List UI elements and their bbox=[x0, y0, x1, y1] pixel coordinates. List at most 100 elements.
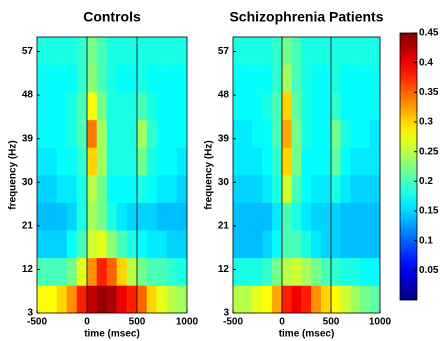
heatmap-cell bbox=[106, 285, 118, 314]
heatmap-cell bbox=[350, 147, 361, 176]
heatmap-cell bbox=[360, 229, 371, 259]
heatmap-cell bbox=[126, 285, 138, 314]
heatmap-cell bbox=[252, 91, 263, 121]
heatmap-cell bbox=[262, 229, 273, 259]
heatmap-cell bbox=[232, 36, 244, 65]
heatmap-cell bbox=[301, 202, 312, 231]
heatmap-cell bbox=[176, 91, 188, 121]
heatmap-cell bbox=[66, 257, 78, 286]
heatmap-cell bbox=[76, 285, 88, 314]
heatmap-cell bbox=[136, 36, 148, 65]
heatmap-cell bbox=[46, 64, 58, 93]
heatmap-cell bbox=[96, 174, 108, 203]
heatmap-cell bbox=[106, 229, 118, 259]
heatmap-cell bbox=[76, 64, 88, 93]
heatmap-cell bbox=[242, 91, 253, 121]
heatmap-cell bbox=[311, 147, 322, 176]
heatmap-cell bbox=[136, 202, 148, 231]
heatmap-cell bbox=[311, 257, 322, 286]
heatmap-cell bbox=[252, 202, 263, 231]
heatmap-cell bbox=[271, 202, 283, 231]
x-tick-label: 0 bbox=[84, 317, 90, 328]
y-tick-label: 3 bbox=[27, 308, 33, 319]
heatmap-cell bbox=[281, 257, 293, 286]
heatmap-cell bbox=[350, 119, 361, 148]
heatmap-cell bbox=[340, 174, 351, 203]
heatmap-cell bbox=[271, 285, 283, 314]
heatmap-cell bbox=[156, 202, 168, 231]
heatmap-cell bbox=[271, 257, 283, 286]
heatmap-cell bbox=[301, 91, 312, 121]
heatmap-cell bbox=[126, 119, 138, 148]
x-tick-label: -500 bbox=[223, 317, 243, 328]
colorbar-tick-label: 0.25 bbox=[419, 146, 439, 157]
heatmap-cell bbox=[116, 202, 128, 231]
heatmap-cell bbox=[176, 285, 188, 314]
heatmap-cell bbox=[36, 147, 48, 176]
heatmap-cell bbox=[262, 91, 273, 121]
chart-title: Controls bbox=[83, 9, 141, 25]
heatmap-cell bbox=[66, 147, 78, 176]
heatmap-cell bbox=[340, 202, 351, 231]
heatmap-cell bbox=[156, 285, 168, 314]
heatmap-cell bbox=[291, 91, 302, 121]
heatmap-cell bbox=[301, 36, 312, 65]
heatmap-cell bbox=[176, 36, 188, 65]
heatmap-cell bbox=[176, 257, 188, 286]
heatmap-cell bbox=[330, 174, 342, 203]
heatmap-cell bbox=[281, 202, 293, 231]
heatmap-cell bbox=[242, 147, 253, 176]
heatmap-cell bbox=[350, 257, 361, 286]
heatmap-cell bbox=[262, 64, 273, 93]
heatmap-cell bbox=[232, 202, 244, 231]
heatmap-cell bbox=[232, 229, 244, 259]
colorbar-tick-label: 0.3 bbox=[419, 117, 433, 128]
heatmap-cell bbox=[116, 119, 128, 148]
heatmap-cell bbox=[106, 202, 118, 231]
y-axis-label: frequency (Hz) bbox=[204, 140, 215, 209]
heatmap-cell bbox=[166, 229, 178, 259]
heatmap-cell bbox=[252, 229, 263, 259]
y-tick-label: 57 bbox=[218, 46, 230, 57]
colorbar-tick-label: 0.2 bbox=[419, 176, 433, 187]
heatmap-cell bbox=[166, 174, 178, 203]
heatmap-cell bbox=[311, 202, 322, 231]
heatmap-cell bbox=[86, 285, 98, 314]
heatmap-cell bbox=[86, 64, 98, 93]
heatmap-cell bbox=[56, 174, 68, 203]
heatmap-cell bbox=[291, 229, 302, 259]
heatmap-cell bbox=[271, 64, 283, 93]
heatmap-cell bbox=[106, 174, 118, 203]
heatmap-cell bbox=[320, 36, 332, 65]
y-tick-label: 39 bbox=[22, 133, 34, 144]
heatmap-cell bbox=[146, 91, 158, 121]
heatmap-cell bbox=[320, 64, 332, 93]
heatmap-cell bbox=[126, 36, 138, 65]
heatmap-cell bbox=[76, 91, 88, 121]
heatmap-cell bbox=[271, 147, 283, 176]
heatmap-cell bbox=[56, 285, 68, 314]
heatmap-cell bbox=[242, 36, 253, 65]
heatmap-cell bbox=[136, 229, 148, 259]
heatmap-cell bbox=[232, 91, 244, 121]
heatmap-cell bbox=[252, 174, 263, 203]
heatmap-cell bbox=[232, 257, 244, 286]
heatmap-cell bbox=[271, 91, 283, 121]
heatmap-cell bbox=[360, 147, 371, 176]
heatmap-cell bbox=[136, 119, 148, 148]
heatmap-cell bbox=[311, 64, 322, 93]
heatmap-cell bbox=[350, 285, 361, 314]
heatmap-cell bbox=[232, 147, 244, 176]
heatmap-cell bbox=[176, 202, 188, 231]
heatmap-cell bbox=[301, 257, 312, 286]
heatmap-cell bbox=[360, 36, 371, 65]
heatmap-cell bbox=[36, 91, 48, 121]
heatmap-cell bbox=[252, 257, 263, 286]
heatmap-cell bbox=[271, 119, 283, 148]
heatmap-cell bbox=[156, 119, 168, 148]
heatmap-cell bbox=[291, 257, 302, 286]
heatmap-cell bbox=[252, 285, 263, 314]
y-tick-label: 30 bbox=[22, 177, 34, 188]
heatmap-cell bbox=[176, 147, 188, 176]
